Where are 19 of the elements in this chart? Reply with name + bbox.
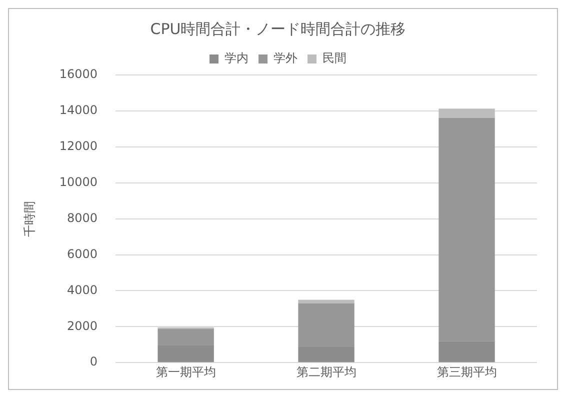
legend-label: 学内 — [224, 51, 248, 66]
x-tick-label: 第二期平均 — [296, 364, 356, 379]
bar — [438, 108, 495, 118]
bar — [298, 300, 354, 304]
y-tick-label: 16000 — [59, 67, 98, 82]
legend-label: 民間 — [322, 51, 346, 66]
chart-title: CPU時間合計・ノード時間合計の推移 — [150, 20, 406, 38]
y-tick-label: 0 — [90, 354, 98, 369]
y-axis-title: 千時間 — [22, 200, 36, 237]
y-tick-label: 4000 — [67, 282, 98, 297]
y-tick-label: 2000 — [67, 318, 98, 333]
y-tick-label: 6000 — [67, 246, 98, 261]
legend-label: 学外 — [274, 51, 298, 66]
y-tick-label: 8000 — [67, 210, 98, 225]
x-tick-label: 第一期平均 — [156, 364, 216, 379]
y-tick-label: 12000 — [59, 139, 98, 154]
y-tick-label: 14000 — [59, 103, 98, 118]
y-tick-label: 10000 — [59, 174, 98, 189]
x-tick-label: 第三期平均 — [436, 364, 497, 379]
